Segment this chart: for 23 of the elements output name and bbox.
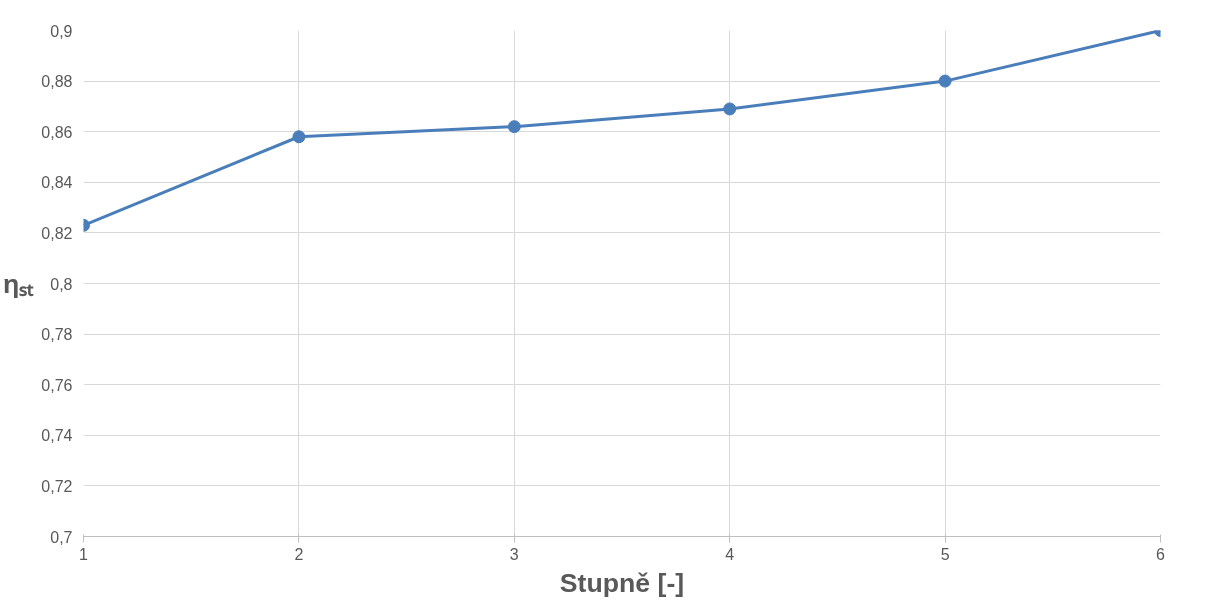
x-tick-label: 2	[294, 545, 304, 563]
point	[938, 74, 952, 88]
point	[292, 130, 306, 144]
y-axis-title: ηₛₜ	[3, 268, 35, 299]
y-tick-label: 0,8	[50, 275, 73, 293]
point	[507, 120, 521, 134]
y-tick-label: 0,7	[50, 528, 73, 546]
y-tick-label: 0,82	[41, 224, 73, 242]
y-tick-label: 0,74	[41, 427, 73, 445]
x-axis-title: Stupně [-]	[559, 567, 685, 598]
x-tick-label: 5	[940, 545, 950, 563]
x-tick-label: 4	[725, 545, 735, 563]
point	[723, 102, 737, 116]
y-tick-label: 0,86	[41, 123, 73, 141]
x-tick-label: 1	[79, 545, 89, 563]
x-tick-label: 3	[509, 545, 519, 563]
y-tick-label: 0,72	[41, 477, 73, 495]
y-tick-label: 0,9	[50, 22, 73, 40]
y-tick-label: 0,76	[41, 376, 73, 394]
y-tick-label: 0,88	[41, 73, 73, 91]
x-tick-label: 6	[1156, 545, 1166, 563]
y-tick-label: 0,78	[41, 326, 73, 344]
y-tick-label: 0,84	[41, 174, 73, 192]
